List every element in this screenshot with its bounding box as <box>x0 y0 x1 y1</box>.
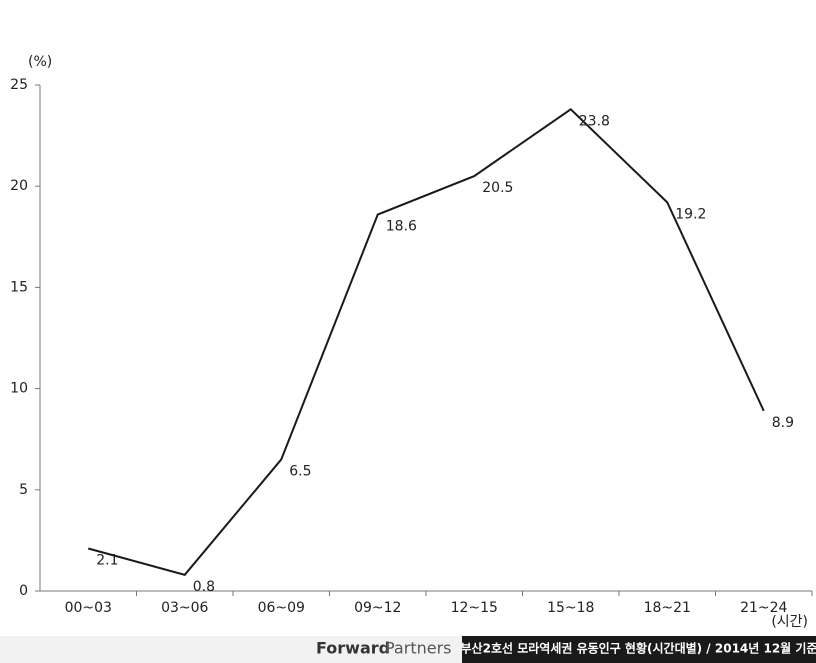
y-tick-label: 0 <box>19 583 28 599</box>
y-tick-label: 15 <box>10 279 28 295</box>
x-tick-label: 00~03 <box>65 600 112 616</box>
value-label: 8.9 <box>772 415 794 431</box>
caption: 부산2호선 모라역세권 유동인구 현황(시간대별) / 2014년 12월 기준 <box>461 641 816 656</box>
x-axis-label: (시간) <box>771 614 808 630</box>
y-tick-label: 5 <box>19 482 28 498</box>
value-label: 18.6 <box>386 219 417 235</box>
y-axis-label: (%) <box>28 54 52 70</box>
x-tick-label: 09~12 <box>354 600 401 616</box>
value-label: 19.2 <box>675 206 706 222</box>
value-label: 0.8 <box>193 579 215 595</box>
brand-light: Partners <box>385 639 451 658</box>
line <box>87 107 765 576</box>
value-label: 6.5 <box>289 463 311 479</box>
y-tick-label: 25 <box>10 77 28 93</box>
value-label: 20.5 <box>482 180 513 196</box>
x-tick-label: 03~06 <box>161 600 208 616</box>
x-tick-label: 15~18 <box>547 600 594 616</box>
brand-bold: Forward <box>316 639 390 658</box>
y-tick-label: 20 <box>10 178 28 194</box>
x-tick-label: 06~09 <box>258 600 305 616</box>
x-tick-label: 21~24 <box>740 600 787 616</box>
value-label: 23.8 <box>579 113 610 129</box>
y-tick-label: 10 <box>10 381 28 397</box>
x-tick-label: 18~21 <box>644 600 691 616</box>
value-label: 2.1 <box>96 552 118 568</box>
caption-box <box>462 636 816 663</box>
x-tick-label: 12~15 <box>451 600 498 616</box>
